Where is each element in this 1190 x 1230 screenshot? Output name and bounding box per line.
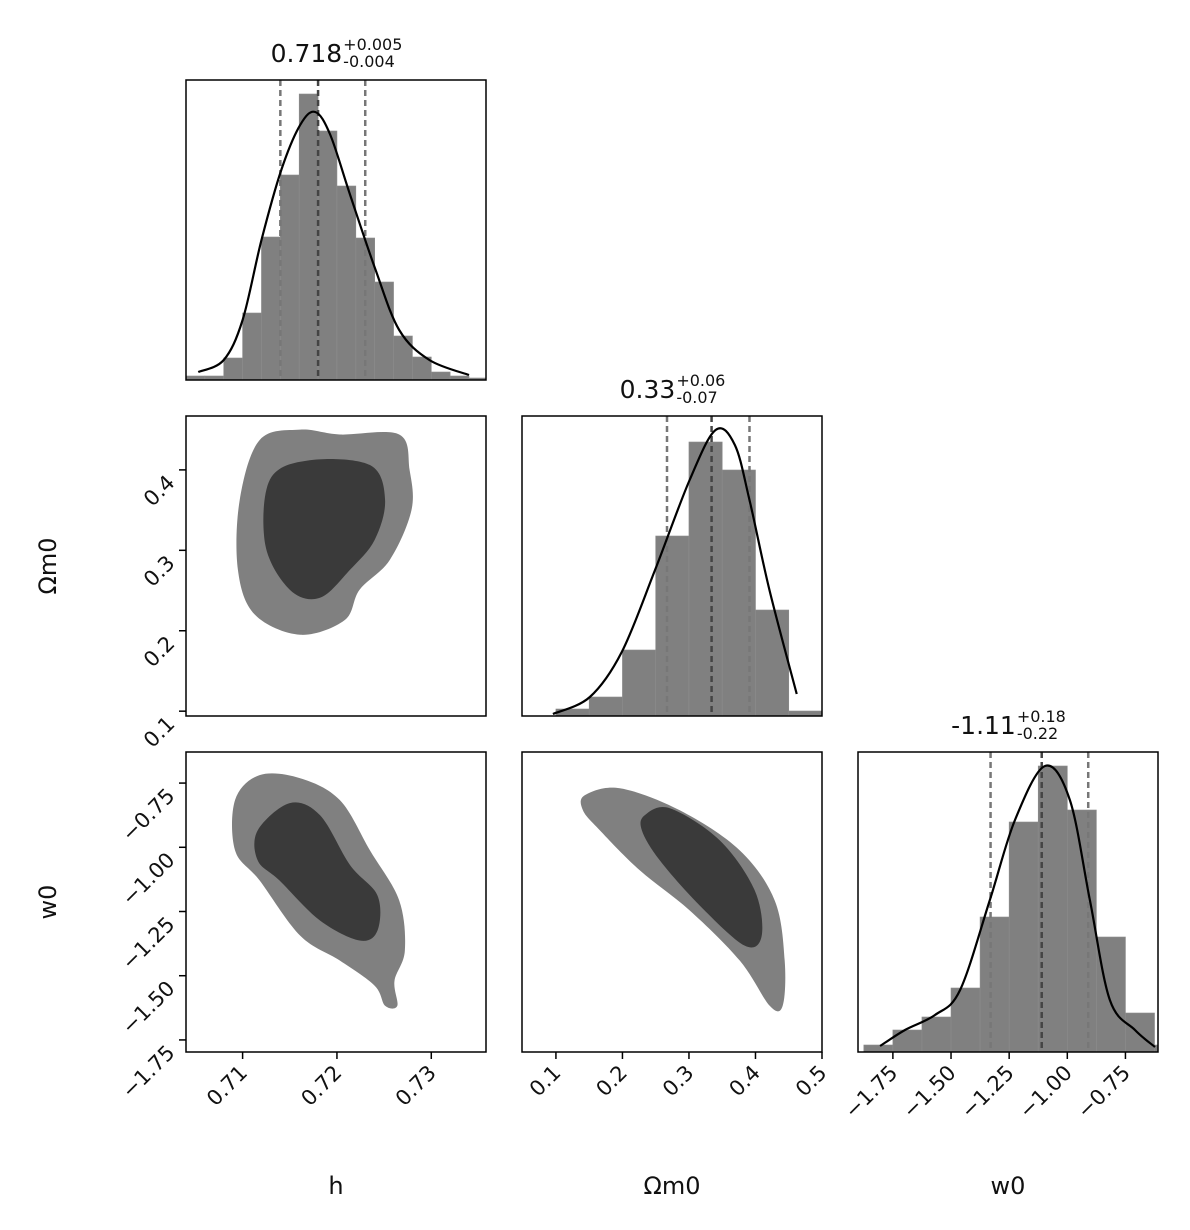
y-tick-label: −1.00 [117, 848, 179, 910]
kde-curve [879, 764, 1156, 1048]
x-tick-label: −0.75 [1072, 1061, 1134, 1123]
histogram-bar [588, 696, 623, 716]
kde-curve [197, 110, 470, 377]
panel [231, 773, 406, 1009]
x-tick-label: 0.2 [591, 1061, 632, 1102]
histogram-bar [1125, 1012, 1155, 1052]
panel-title: -1.11 [951, 711, 1016, 740]
histogram-bar [1008, 821, 1039, 1052]
panel [186, 80, 486, 380]
y-tick-label: −1.25 [117, 912, 179, 974]
histogram-bar [688, 441, 723, 716]
panel-title: 0.33 [620, 375, 676, 404]
panel [580, 787, 786, 1012]
histogram-bar [468, 377, 486, 380]
y-axis-label: w0 [34, 885, 62, 920]
title-plus: +0.18 [1017, 707, 1066, 726]
panel-title: 0.718 [271, 39, 343, 68]
title-minus: -0.004 [343, 52, 395, 71]
panel-frame [521, 751, 823, 1053]
histogram-bar [622, 649, 657, 716]
histogram-bar [1096, 936, 1126, 1052]
title-plus: +0.06 [676, 371, 725, 390]
kde-curve [552, 427, 798, 716]
x-tick-label: −1.00 [1014, 1061, 1076, 1123]
y-tick-label: 0.3 [139, 551, 180, 592]
x-tick-label: −1.25 [956, 1061, 1018, 1123]
histogram-bar [979, 916, 1010, 1052]
panel-frame [185, 415, 487, 717]
histogram-bar [863, 1044, 894, 1052]
histogram-bar [921, 1016, 952, 1052]
y-tick-label: 0.4 [139, 470, 180, 511]
histogram-bar [430, 371, 451, 380]
x-axis-label: h [328, 1172, 343, 1200]
y-tick-label: −1.50 [117, 976, 179, 1038]
histogram-bar [1037, 765, 1068, 1052]
contour-region [640, 807, 763, 948]
histogram-bar [412, 356, 432, 380]
panel-frame [185, 751, 487, 1053]
histogram-bar [1067, 809, 1097, 1052]
contour-region [254, 802, 381, 941]
histogram-bar [755, 609, 790, 716]
x-tick-label: 0.71 [202, 1061, 252, 1111]
contour-region [580, 787, 786, 1012]
panel-frame [185, 79, 487, 381]
panel [236, 429, 413, 635]
x-tick-label: 0.1 [525, 1061, 566, 1102]
x-tick-label: 0.3 [658, 1061, 699, 1102]
x-tick-label: 0.73 [391, 1061, 441, 1111]
y-tick-label: 0.2 [139, 631, 180, 672]
x-tick-label: 0.72 [296, 1061, 346, 1111]
x-tick-label: −1.75 [840, 1061, 902, 1123]
x-axis-label: Ωm0 [644, 1172, 701, 1200]
histogram-bar [223, 357, 243, 380]
panel-frame [521, 415, 823, 717]
histogram-bar [317, 130, 338, 380]
x-axis-label: w0 [991, 1172, 1026, 1200]
y-tick-label: −1.75 [117, 1040, 179, 1102]
contour-region [263, 458, 386, 600]
x-tick-label: 0.4 [724, 1061, 765, 1102]
histogram-bar [261, 236, 281, 380]
x-tick-label: −1.50 [898, 1061, 960, 1123]
title-plus: +0.005 [343, 35, 402, 54]
histogram-bar [336, 185, 357, 380]
y-tick-label: −0.75 [117, 784, 179, 846]
x-tick-label: 0.5 [791, 1061, 832, 1102]
histogram-bar [298, 93, 319, 380]
histogram-bar [655, 535, 690, 716]
histogram-bar [788, 710, 822, 716]
y-axis-label: Ωm0 [34, 538, 62, 595]
panel [863, 752, 1158, 1052]
histogram-bar [242, 312, 262, 380]
panel [552, 416, 822, 716]
y-tick-label: 0.1 [139, 712, 180, 753]
title-minus: -0.22 [1017, 724, 1058, 743]
panel-frame [857, 751, 1159, 1053]
histogram-bar [1154, 1044, 1158, 1052]
title-minus: -0.07 [676, 388, 717, 407]
histogram-bar [892, 1029, 923, 1052]
histogram-bar [280, 174, 300, 380]
